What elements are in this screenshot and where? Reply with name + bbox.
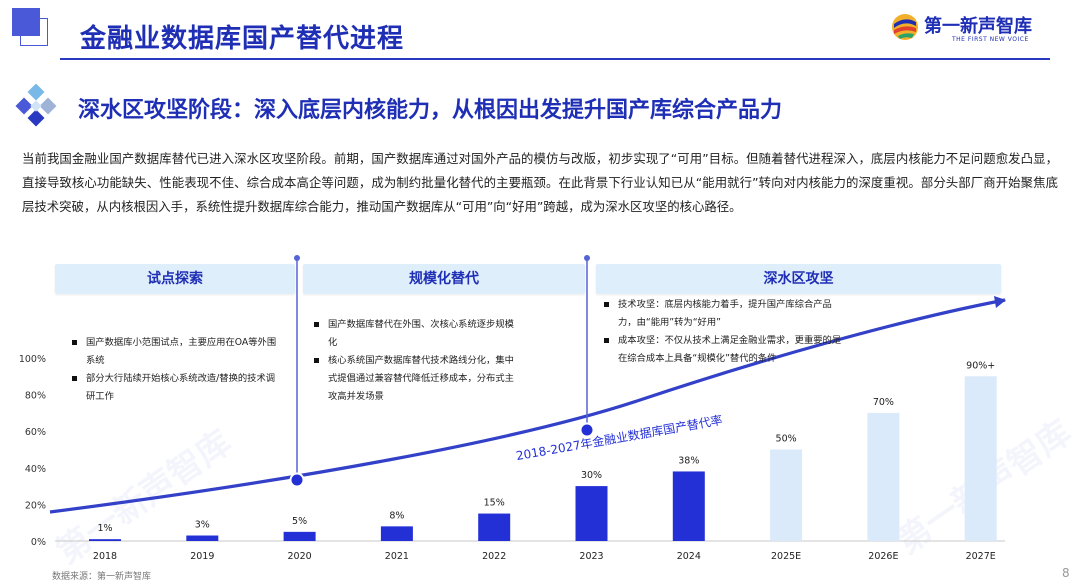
bar: [964, 376, 997, 541]
milestone-node: [289, 472, 305, 488]
bullet-item: 技术攻坚：底层内核能力着手，提升国产库综合产品力，由“能用”转为“好用”: [604, 296, 844, 332]
bar-value-label: 38%: [678, 455, 699, 466]
bar-value-label: 5%: [292, 516, 307, 527]
trend-line: [49, 298, 1006, 514]
bar: [89, 539, 121, 541]
bar: [867, 412, 900, 541]
y-tick-label: 60%: [25, 427, 46, 438]
bar-value-label: 50%: [776, 434, 797, 445]
bar: [283, 531, 316, 541]
bullet-item: 国产数据库替代在外围、次核心系统逐步规模化: [314, 316, 519, 352]
data-source: 数据来源：第一新声智库: [52, 572, 152, 582]
milestone-top-dot: [294, 255, 300, 261]
phase-scale-bullets: 国产数据库替代在外围、次核心系统逐步规模化 核心系统国产数据库替代技术路线分化，…: [314, 316, 519, 406]
y-tick-label: 40%: [25, 464, 46, 475]
x-tick-label: 2026E: [868, 551, 898, 562]
bar: [380, 526, 413, 541]
logo-text: 第一新声智库: [924, 16, 1032, 37]
x-tick-label: 2019: [190, 551, 214, 562]
bar-value-label: 70%: [873, 397, 894, 408]
bar: [186, 535, 219, 541]
bullet-item: 国产数据库小范围试点，主要应用在OA等外围系统: [72, 334, 282, 370]
bar-value-label: 30%: [581, 470, 602, 481]
title-decoration: [12, 8, 40, 36]
diamond-cluster-icon: [15, 84, 57, 127]
intro-paragraph: 当前我国金融业国产数据库替代已进入深水区攻坚阶段。前期，国产数据库通过对国外产品…: [22, 151, 1058, 214]
bar-value-label: 90%+: [966, 360, 995, 371]
section-title: 深水区攻坚阶段：深入底层内核能力，从根因出发提升国产库综合产品力: [78, 98, 783, 123]
x-tick-label: 2020: [288, 551, 312, 562]
phase-pilot-bullets: 国产数据库小范围试点，主要应用在OA等外围系统 部分大行陆续开始核心系统改造/替…: [72, 334, 282, 406]
brand-logo: 第一新声智库 THE FIRST NEW VOICE: [890, 10, 1050, 46]
phase-deepwater: 深水区攻坚: [596, 264, 1001, 294]
bar-value-label: 3%: [195, 520, 210, 531]
title-divider: [60, 58, 1050, 60]
x-tick-label: 2023: [579, 551, 603, 562]
bar: [770, 449, 803, 541]
y-tick-label: 0%: [31, 537, 46, 548]
phase-pilot: 试点探索: [55, 264, 295, 294]
x-tick-label: 2022: [482, 551, 506, 562]
logo-mark-icon: [892, 14, 918, 40]
x-tick-label: 2018: [93, 551, 117, 562]
bullet-item: 核心系统国产数据库替代技术路线分化，集中式提倡通过兼容替代降低迁移成本，分布式主…: [314, 352, 519, 406]
x-tick-label: 2027E: [966, 551, 996, 562]
x-tick-label: 2024: [677, 551, 701, 562]
bullet-item: 部分大行陆续开始核心系统改造/替换的技术调研工作: [72, 370, 282, 406]
bar-value-label: 1%: [97, 523, 112, 534]
y-tick-label: 100%: [19, 354, 46, 365]
bar-value-label: 8%: [389, 510, 404, 521]
page-title: 金融业数据库国产替代进程: [80, 24, 405, 54]
milestone-top-dot: [584, 255, 590, 261]
logo-subtext: THE FIRST NEW VOICE: [952, 36, 1029, 43]
x-tick-label: 2025E: [771, 551, 801, 562]
title-decoration-outline: [20, 18, 48, 46]
page-number: 8: [1062, 566, 1070, 580]
bar-value-label: 15%: [484, 498, 505, 509]
trend-arrowhead: [994, 296, 1006, 308]
y-tick-label: 20%: [25, 500, 46, 511]
bar: [478, 513, 511, 541]
x-tick-label: 2021: [385, 551, 409, 562]
bullet-item: 成本攻坚：不仅从技术上满足金融业需求，更重要的是在综合成本上具备“规模化”替代的…: [604, 332, 844, 368]
bar: [672, 471, 705, 541]
milestone-node: [579, 422, 595, 438]
phase-deepwater-bullets: 技术攻坚：底层内核能力着手，提升国产库综合产品力，由“能用”转为“好用” 成本攻…: [604, 296, 844, 368]
bar: [575, 486, 608, 541]
phase-scale: 规模化替代: [303, 264, 585, 294]
y-tick-label: 80%: [25, 391, 46, 402]
